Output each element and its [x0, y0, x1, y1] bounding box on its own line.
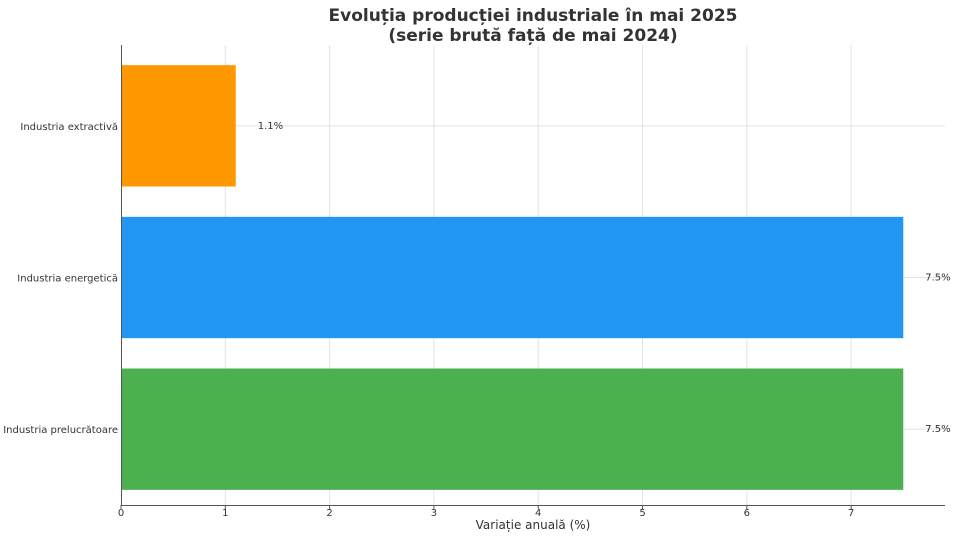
x-ticks: 0 1 2 3 4 5 6 7	[118, 505, 854, 519]
bar	[121, 65, 236, 187]
category-label: Industria energetică	[17, 274, 118, 285]
category-label: Industria prelucrătoare	[3, 425, 118, 436]
data-label: 7.5%	[925, 273, 950, 284]
x-tick-label: 4	[535, 508, 541, 519]
x-tick-label: 3	[431, 508, 437, 519]
labels: Industria extractivă 1.1% Industria energe…	[3, 121, 950, 436]
chart-title-line-1: Evoluția producției industriale în mai 2…	[329, 6, 738, 26]
x-tick-label: 6	[744, 508, 750, 519]
category-label: Industria extractivă	[20, 122, 118, 133]
bars	[121, 65, 904, 490]
bar	[121, 368, 904, 490]
x-tick-label: 7	[848, 508, 854, 519]
x-tick-label: 1	[222, 508, 228, 519]
x-axis-label: Variație anuală (%)	[476, 518, 591, 532]
x-tick-label: 5	[639, 508, 645, 519]
x-tick-label: 0	[118, 508, 124, 519]
data-label: 1.1%	[258, 121, 283, 132]
axes	[121, 45, 945, 506]
bar	[121, 216, 904, 339]
data-label: 7.5%	[925, 424, 950, 435]
chart-title-line-2: (serie brută față de mai 2024)	[388, 26, 677, 46]
x-tick-label: 2	[326, 508, 332, 519]
